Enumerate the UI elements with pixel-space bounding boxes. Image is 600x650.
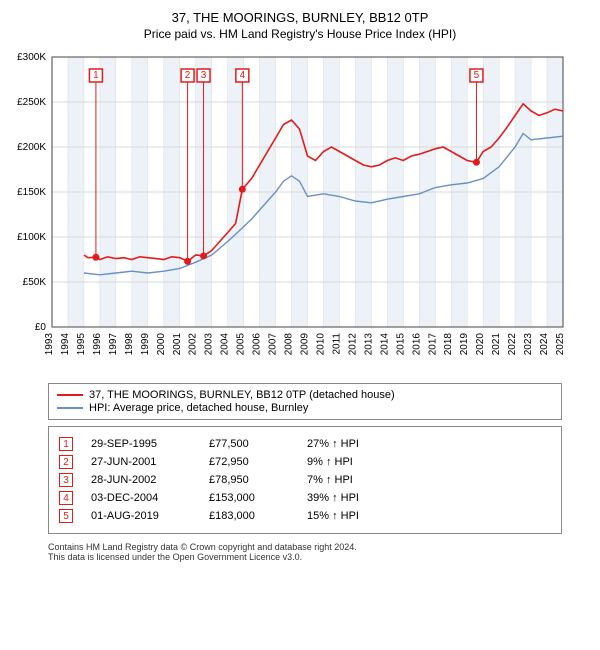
tx-date: 03-DEC-2004 <box>91 492 191 504</box>
svg-text:£100K: £100K <box>17 232 46 243</box>
legend: 37, THE MOORINGS, BURNLEY, BB12 0TP (det… <box>48 383 562 420</box>
svg-text:2017: 2017 <box>427 333 438 356</box>
legend-swatch <box>57 394 83 396</box>
tx-hpi-diff: 9% ↑ HPI <box>307 456 397 468</box>
legend-item: 37, THE MOORINGS, BURNLEY, BB12 0TP (det… <box>57 389 553 401</box>
svg-text:2007: 2007 <box>268 333 279 356</box>
svg-text:1997: 1997 <box>108 333 119 356</box>
svg-text:2016: 2016 <box>411 333 422 356</box>
svg-text:£200K: £200K <box>17 142 46 153</box>
svg-text:2004: 2004 <box>220 333 231 356</box>
svg-text:£0: £0 <box>35 322 47 333</box>
svg-text:2011: 2011 <box>331 333 342 355</box>
legend-label: HPI: Average price, detached house, Burn… <box>89 402 308 414</box>
tx-price: £153,000 <box>209 492 289 504</box>
svg-text:2015: 2015 <box>395 333 406 356</box>
svg-text:1994: 1994 <box>60 333 71 356</box>
svg-text:3: 3 <box>201 70 207 81</box>
svg-text:£300K: £300K <box>17 52 46 63</box>
svg-text:2021: 2021 <box>491 333 502 356</box>
page-subtitle: Price paid vs. HM Land Registry's House … <box>8 27 592 41</box>
tx-hpi-diff: 7% ↑ HPI <box>307 474 397 486</box>
legend-swatch <box>57 407 83 409</box>
svg-text:2008: 2008 <box>284 333 295 356</box>
tx-date: 01-AUG-2019 <box>91 510 191 522</box>
tx-number-badge: 5 <box>59 509 73 523</box>
tx-date: 29-SEP-1995 <box>91 438 191 450</box>
chart-container: £0 £50K £100K £150K £200K £250K £300K 1993 1994 1… <box>8 47 592 377</box>
svg-text:1995: 1995 <box>76 333 87 356</box>
table-row: 5 01-AUG-2019 £183,000 15% ↑ HPI <box>59 509 551 523</box>
footnote: Contains HM Land Registry data © Crown c… <box>48 542 562 562</box>
svg-text:2024: 2024 <box>539 333 550 356</box>
tx-number-badge: 2 <box>59 455 73 469</box>
svg-text:2023: 2023 <box>523 333 534 356</box>
tx-date: 27-JUN-2001 <box>91 456 191 468</box>
tx-price: £72,950 <box>209 456 289 468</box>
footnote-line: This data is licensed under the Open Gov… <box>48 552 562 562</box>
price-chart: £0 £50K £100K £150K £200K £250K £300K 1993 1994 1… <box>8 47 568 377</box>
page-title: 37, THE MOORINGS, BURNLEY, BB12 0TP <box>8 10 592 25</box>
svg-text:2005: 2005 <box>236 333 247 356</box>
svg-text:2012: 2012 <box>347 333 358 356</box>
tx-number-badge: 4 <box>59 491 73 505</box>
svg-text:2019: 2019 <box>459 333 470 356</box>
svg-text:£150K: £150K <box>17 187 46 198</box>
svg-text:2001: 2001 <box>172 333 183 356</box>
svg-text:1999: 1999 <box>140 333 151 356</box>
tx-number-badge: 1 <box>59 437 73 451</box>
table-row: 1 29-SEP-1995 £77,500 27% ↑ HPI <box>59 437 551 451</box>
svg-text:2: 2 <box>185 70 191 81</box>
tx-date: 28-JUN-2002 <box>91 474 191 486</box>
legend-item: HPI: Average price, detached house, Burn… <box>57 402 553 414</box>
svg-text:2000: 2000 <box>156 333 167 356</box>
table-row: 4 03-DEC-2004 £153,000 39% ↑ HPI <box>59 491 551 505</box>
tx-hpi-diff: 39% ↑ HPI <box>307 492 397 504</box>
tx-hpi-diff: 27% ↑ HPI <box>307 438 397 450</box>
table-row: 3 28-JUN-2002 £78,950 7% ↑ HPI <box>59 473 551 487</box>
tx-number-badge: 3 <box>59 473 73 487</box>
svg-text:2006: 2006 <box>252 333 263 356</box>
svg-text:2018: 2018 <box>443 333 454 356</box>
tx-price: £183,000 <box>209 510 289 522</box>
svg-text:2002: 2002 <box>188 333 199 356</box>
svg-text:4: 4 <box>240 70 246 81</box>
svg-text:1: 1 <box>93 70 99 81</box>
svg-text:2009: 2009 <box>300 333 311 356</box>
svg-text:2020: 2020 <box>475 333 486 356</box>
footnote-line: Contains HM Land Registry data © Crown c… <box>48 542 562 552</box>
svg-text:1996: 1996 <box>92 333 103 356</box>
legend-label: 37, THE MOORINGS, BURNLEY, BB12 0TP (det… <box>89 389 395 401</box>
svg-text:2022: 2022 <box>507 333 518 356</box>
svg-text:2003: 2003 <box>204 333 215 356</box>
tx-hpi-diff: 15% ↑ HPI <box>307 510 397 522</box>
svg-text:1998: 1998 <box>124 333 135 356</box>
table-row: 2 27-JUN-2001 £72,950 9% ↑ HPI <box>59 455 551 469</box>
svg-text:£50K: £50K <box>23 277 47 288</box>
svg-text:2013: 2013 <box>363 333 374 356</box>
svg-text:£250K: £250K <box>17 97 46 108</box>
svg-text:5: 5 <box>474 70 480 81</box>
tx-price: £78,950 <box>209 474 289 486</box>
tx-price: £77,500 <box>209 438 289 450</box>
svg-text:2010: 2010 <box>315 333 326 356</box>
svg-text:2014: 2014 <box>379 333 390 356</box>
svg-text:2025: 2025 <box>555 333 566 356</box>
svg-text:1993: 1993 <box>44 333 55 356</box>
transaction-table: 1 29-SEP-1995 £77,500 27% ↑ HPI 2 27-JUN-2001… <box>48 426 562 534</box>
